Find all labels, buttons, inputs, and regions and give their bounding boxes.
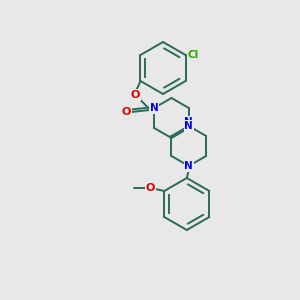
Text: O: O xyxy=(146,183,155,193)
Text: Cl: Cl xyxy=(188,50,199,60)
Text: O: O xyxy=(131,90,140,100)
Text: N: N xyxy=(184,121,193,131)
Text: N: N xyxy=(150,103,158,113)
Text: N: N xyxy=(184,117,193,127)
Text: N: N xyxy=(184,161,193,171)
Text: O: O xyxy=(122,107,131,117)
